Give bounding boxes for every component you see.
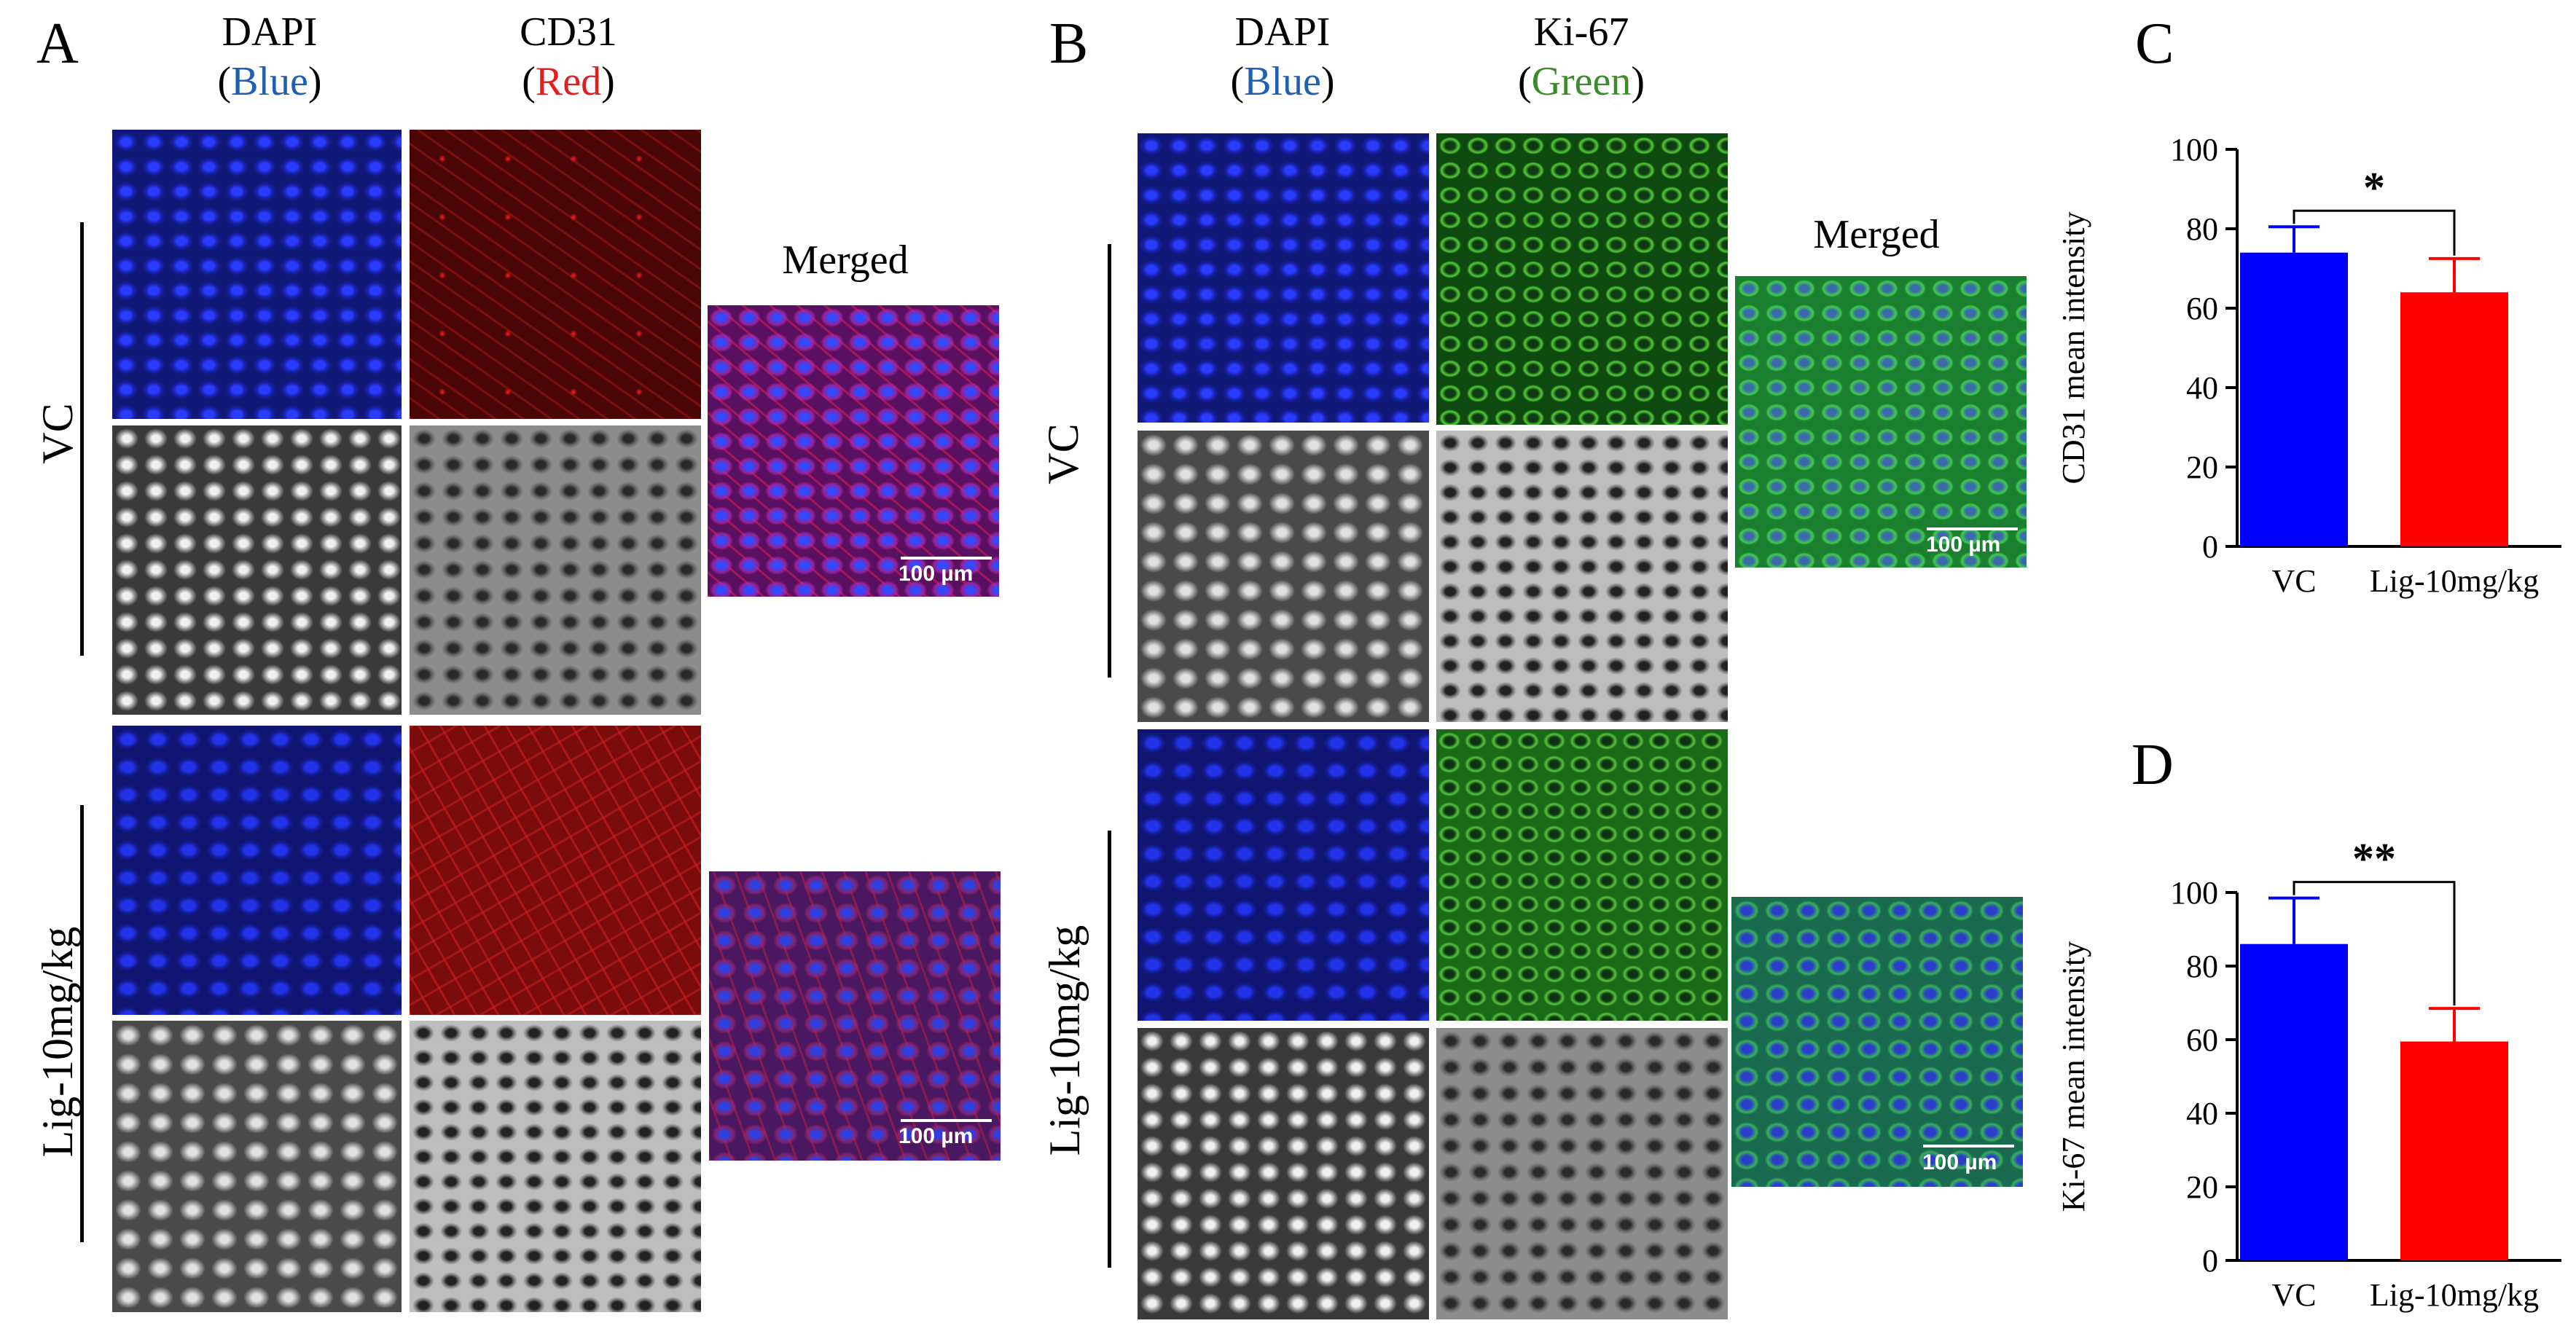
a-lig-dapi-gray-image — [111, 1020, 402, 1313]
y-tick-label: 100 — [2170, 132, 2218, 168]
y-tick-label: 0 — [2202, 529, 2218, 565]
scale-label: 100 µm — [899, 1124, 974, 1148]
scale-bar — [1923, 1145, 2014, 1147]
b-lig-ki67-gray-image — [1436, 1027, 1729, 1320]
b-vc-ki67-gray-image — [1436, 430, 1729, 723]
y-tick-label: 40 — [2186, 370, 2218, 406]
scale-bar — [1927, 527, 2018, 530]
a-lig-dapi-image — [111, 725, 402, 1016]
bar-lig — [2400, 1041, 2508, 1260]
y-axis-label: CD31 mean intensity — [2056, 212, 2091, 484]
b-lig-merged-image: 100 µm — [1731, 896, 2024, 1188]
x-tick-label: Lig-10mg/kg — [2370, 1277, 2539, 1313]
panel-a-vc-line — [80, 222, 84, 656]
a-vc-cd31-image — [409, 129, 702, 420]
green-word: Green — [1531, 59, 1632, 104]
scale-label: 100 µm — [1922, 1150, 1997, 1174]
panel-a-merged-label: Merged — [782, 238, 909, 283]
a-vc-merged-image: 100 µm — [707, 305, 1000, 597]
panel-b-lig-label: Lig-10mg/kg — [1041, 925, 1089, 1156]
b-lig-dapi-image — [1137, 729, 1430, 1021]
b-vc-merged-image: 100 µm — [1734, 275, 2027, 568]
b-vc-dapi-image — [1137, 133, 1430, 423]
dapi-title: DAPI — [1234, 9, 1331, 55]
panel-letter-b: B — [1049, 12, 1089, 76]
y-tick-label: 20 — [2186, 1169, 2218, 1205]
b-lig-dapi-gray-image — [1137, 1027, 1430, 1320]
a-lig-merged-image: 100 µm — [708, 871, 1001, 1161]
red-word: Red — [535, 59, 602, 104]
chart-c: 0 20 40 60 80 100 CD31 mean intensity VC Lig-10m… — [2056, 132, 2561, 599]
y-tick-label: 20 — [2186, 450, 2218, 485]
y-tick-label: 100 — [2170, 875, 2218, 911]
y-tick-label: 60 — [2186, 1022, 2218, 1058]
y-tick-label: 80 — [2186, 949, 2218, 984]
significance-stars: * — [2363, 163, 2385, 211]
panel-a-dapi-header: DAPI (Blue) — [109, 7, 430, 106]
dapi-title: DAPI — [222, 9, 318, 55]
x-tick-label: VC — [2271, 1277, 2316, 1313]
panel-a-lig-line — [80, 805, 84, 1242]
x-tick-label: VC — [2271, 563, 2316, 599]
y-tick-label: 0 — [2202, 1243, 2218, 1279]
panel-b-vc-label: VC — [1039, 423, 1087, 484]
panel-a-vc-label: VC — [34, 403, 82, 464]
blue-word: Blue — [231, 59, 308, 104]
scale-bar — [901, 1119, 992, 1122]
y-axis-label: Ki-67 mean intensity — [2056, 941, 2091, 1212]
panel-letter-a: A — [36, 12, 79, 76]
significance-bracket — [2293, 881, 2456, 1006]
a-lig-cd31-gray-image — [409, 1020, 702, 1313]
a-vc-cd31-gray-image — [409, 425, 702, 715]
panel-b-ki67-header: Ki-67 (Green) — [1421, 7, 1742, 106]
panel-b-dapi-header: DAPI (Blue) — [1122, 7, 1443, 106]
b-vc-dapi-gray-image — [1137, 430, 1430, 723]
y-tick-label: 40 — [2186, 1096, 2218, 1131]
a-vc-dapi-image — [111, 129, 402, 420]
panel-b-vc-line — [1108, 244, 1111, 678]
chart-d: 0 20 40 60 80 100 Ki-67 mean intensity VC Lig-10… — [2056, 835, 2561, 1313]
x-tick-label: Lig-10mg/kg — [2370, 563, 2539, 599]
scale-label: 100 µm — [899, 562, 974, 586]
bar-vc — [2240, 252, 2348, 546]
scale-bar — [901, 557, 992, 560]
blue-word: Blue — [1244, 59, 1321, 104]
panel-a-lig-label: Lig-10mg/kg — [34, 926, 82, 1158]
panel-b-lig-line — [1108, 831, 1111, 1268]
b-vc-ki67-image — [1436, 133, 1729, 425]
cd31-title: CD31 — [520, 9, 617, 55]
significance-bracket — [2293, 209, 2456, 256]
y-tick-label: 60 — [2186, 291, 2218, 326]
bar-lig — [2400, 292, 2508, 546]
panel-b-merged-label: Merged — [1813, 212, 1940, 257]
panel-letter-d: D — [2131, 733, 2174, 797]
scale-label: 100 µm — [1926, 533, 2001, 557]
panel-letter-c: C — [2135, 12, 2174, 76]
a-lig-cd31-image — [409, 725, 702, 1016]
ki67-title: Ki-67 — [1533, 9, 1629, 55]
panel-a-cd31-header: CD31 (Red) — [408, 7, 729, 106]
b-lig-ki67-image — [1436, 729, 1729, 1021]
bar-vc — [2240, 943, 2348, 1260]
significance-stars: ** — [2352, 835, 2396, 883]
y-tick-label: 80 — [2186, 211, 2218, 247]
a-vc-dapi-gray-image — [111, 425, 402, 715]
